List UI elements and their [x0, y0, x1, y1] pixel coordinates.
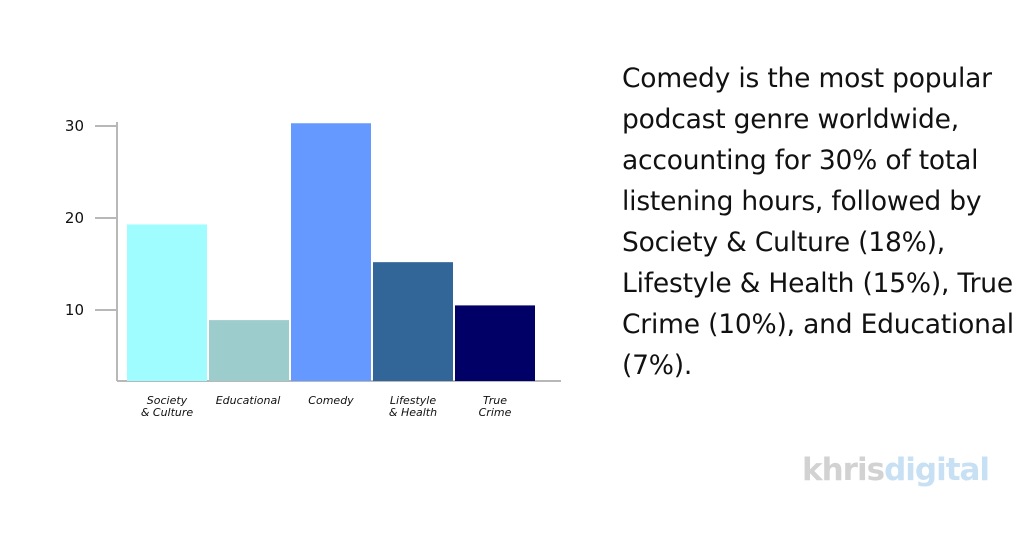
- y-tick-label: 10: [65, 301, 84, 319]
- x-tick-label: Lifestyle: [390, 394, 436, 407]
- logo-text-part2: digital: [884, 452, 990, 488]
- chart-bars: [127, 123, 535, 382]
- x-tick-label: Society: [147, 394, 188, 407]
- brand-logo: khrisdigital: [802, 452, 990, 488]
- x-tick-label: Comedy: [308, 394, 354, 407]
- bar: [291, 123, 371, 382]
- bar: [209, 320, 289, 381]
- logo-text-part1: khris: [802, 452, 885, 488]
- chart-description: Comedy is the most popular podcast genre…: [622, 63, 1014, 381]
- x-tick-label: True: [483, 394, 507, 407]
- chart-labels: 10 20 30 Society& Culture Educational Comedy L…: [65, 117, 512, 419]
- y-tick-label: 20: [65, 209, 84, 227]
- bar: [373, 262, 453, 381]
- bar: [455, 305, 535, 381]
- y-tick-label: 30: [65, 117, 84, 135]
- bar: [127, 224, 207, 381]
- x-tick-label: Educational: [216, 394, 281, 407]
- bar-chart: 10 20 30 Society& Culture Educational Comedy L…: [65, 117, 561, 419]
- x-tick-label: & Health: [389, 406, 437, 419]
- x-tick-label: & Culture: [141, 406, 194, 419]
- x-tick-label: Crime: [479, 406, 512, 419]
